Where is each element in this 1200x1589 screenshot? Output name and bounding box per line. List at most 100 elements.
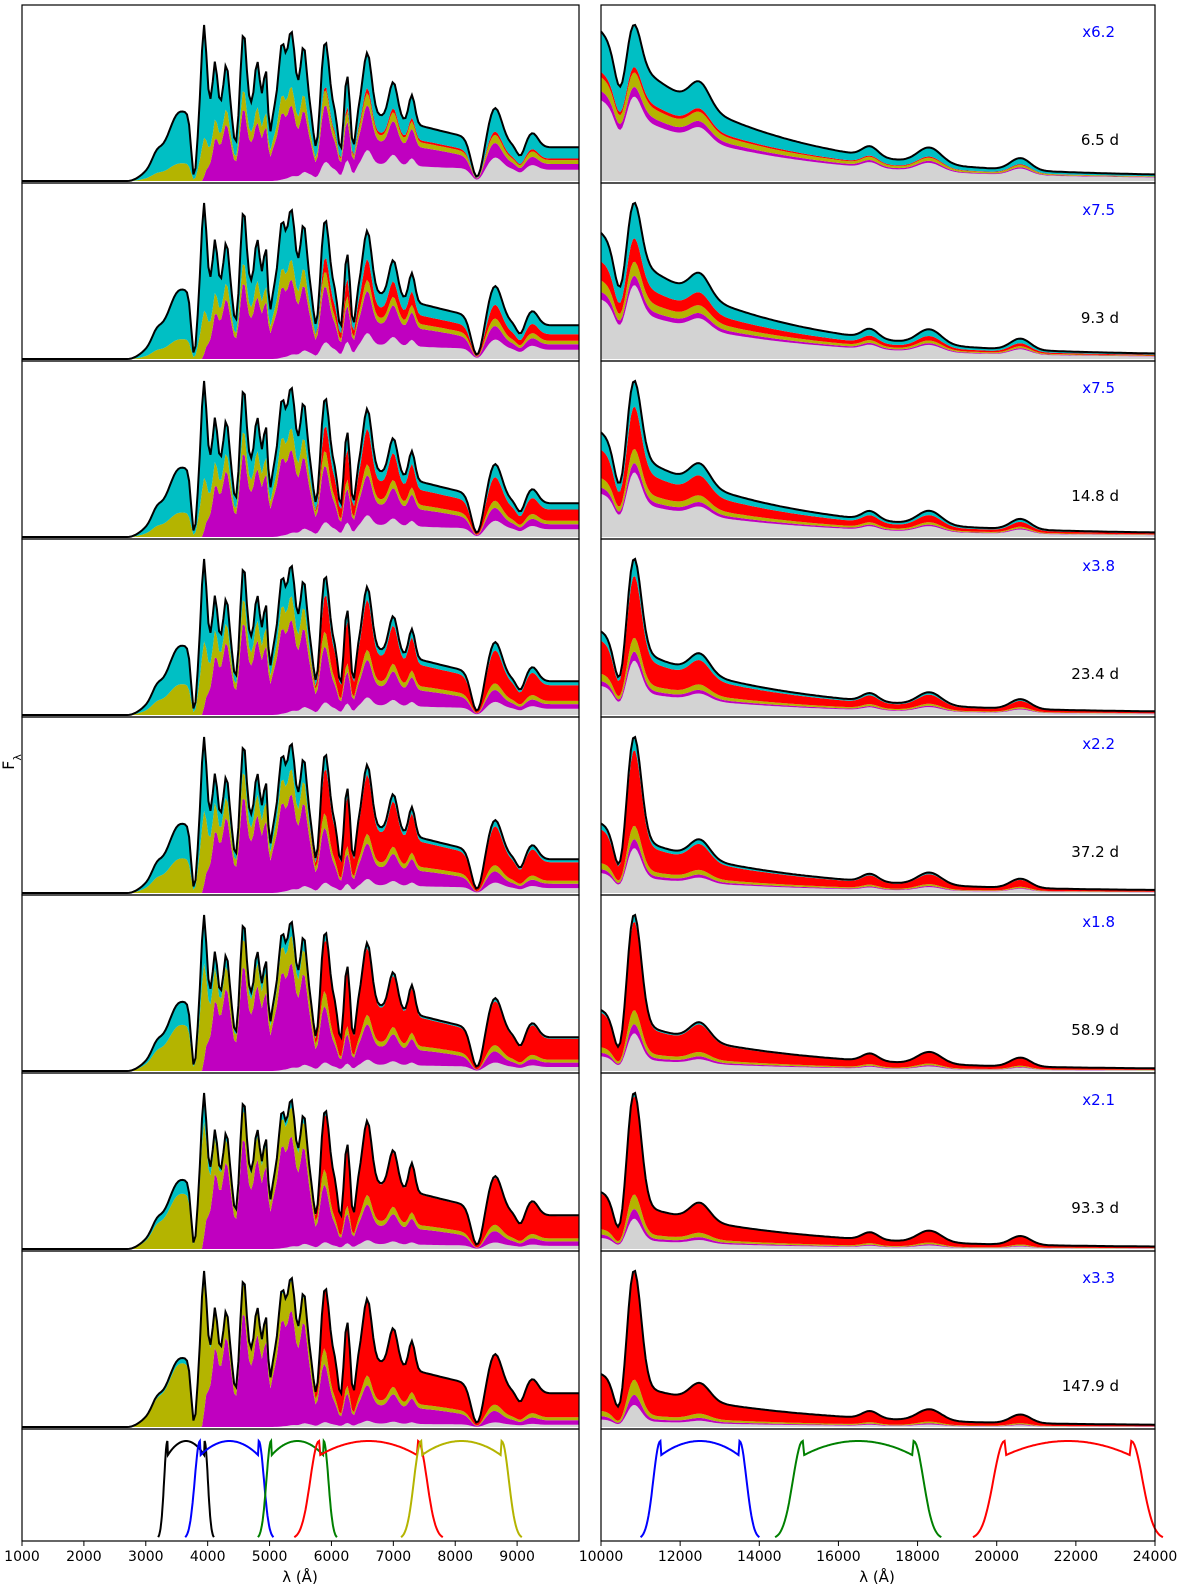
- epoch-label: 6.5 d: [1081, 131, 1119, 149]
- scale-factor-label: x6.2: [1082, 23, 1115, 41]
- spectrum-component-4: [601, 1096, 1155, 1249]
- x-tick-label: 14000: [737, 1549, 782, 1565]
- spectrum-component-1: [601, 1405, 1155, 1427]
- y-axis-label-sub: λ: [11, 754, 24, 761]
- spectrum-component-5: [601, 25, 1155, 177]
- spectrum-component-4: [22, 1280, 579, 1427]
- spectrum-component-1: [22, 150, 579, 181]
- right-panel-3: x7.5 14.8 d: [600, 360, 1156, 540]
- spectrum-component-1: [22, 1059, 579, 1071]
- spectrum-component-1: [22, 1240, 579, 1249]
- total-spectrum-line: [22, 202, 579, 360]
- total-spectrum-line: [600, 379, 1155, 534]
- x-tick-label: 6000: [314, 1549, 350, 1565]
- left-panel-3: [21, 360, 580, 540]
- total-spectrum-line: [600, 1269, 1155, 1426]
- x-axis-label-right: λ (Å): [859, 1567, 895, 1586]
- left-panel-7: [21, 1072, 580, 1252]
- x-tick-label: 8000: [437, 1549, 473, 1565]
- x-tick-label: 12000: [658, 1549, 703, 1565]
- total-spectrum-line: [22, 24, 579, 182]
- spectrum-component-5: [601, 203, 1155, 355]
- total-spectrum-line: [600, 201, 1156, 355]
- left-panel-1: [21, 4, 580, 184]
- total-spectrum-line: [22, 558, 579, 716]
- filter-curve-J: [639, 1438, 760, 1538]
- right-panel-4: x3.8 23.4 d: [600, 538, 1156, 718]
- spectrum-component-2: [22, 620, 579, 715]
- x-tick-label: 9000: [499, 1549, 535, 1565]
- left-panel-5: [21, 716, 580, 896]
- total-spectrum-line: [22, 1270, 579, 1428]
- total-spectrum-line: [22, 380, 579, 538]
- spectrum-component-2: [22, 963, 579, 1071]
- scale-factor-label: x1.8: [1082, 913, 1115, 931]
- left-panels: [21, 4, 580, 1430]
- spectrum-component-1: [601, 660, 1155, 715]
- epoch-label: 14.8 d: [1071, 487, 1119, 505]
- spectrum-component-4: [22, 595, 579, 715]
- spectrum-component-5: [22, 25, 579, 181]
- spectrum-component-1: [601, 285, 1155, 359]
- x-tick-label: 1000: [4, 1549, 40, 1565]
- filter-panel-frame: [21, 1428, 580, 1542]
- spectrum-component-1: [601, 1033, 1155, 1071]
- spectrum-component-3: [601, 261, 1155, 356]
- right-panel-5: x2.2 37.2 d: [600, 716, 1156, 896]
- scale-factor-label: x3.3: [1082, 1269, 1115, 1287]
- right-panels: x6.2 6.5 d x7.5 9.3 d x7.5 14.8 d x3.8 23.4 d x2…: [600, 4, 1156, 1430]
- x-tick-label: 2000: [66, 1549, 102, 1565]
- spectrum-component-1: [601, 472, 1155, 537]
- left-panel-2: [21, 182, 580, 362]
- spectrum-component-4: [601, 238, 1155, 356]
- x-tick-label: 24000: [1133, 1549, 1178, 1565]
- spectrum-component-2: [601, 87, 1155, 178]
- scale-factor-label: x3.8: [1082, 557, 1115, 575]
- x-tick-label: 22000: [1054, 1549, 1099, 1565]
- spectrum-component-2: [22, 1136, 579, 1249]
- spectrum-component-5: [22, 203, 579, 359]
- epoch-label: 58.9 d: [1071, 1021, 1119, 1039]
- x-tick-label: 3000: [128, 1549, 164, 1565]
- x-tick-label: 5000: [252, 1549, 288, 1565]
- filter-curve-U: [157, 1440, 215, 1538]
- left-panel-4: [21, 538, 580, 718]
- spectrum-component-1: [22, 333, 579, 359]
- y-axis-label-main: F: [0, 761, 18, 770]
- spectrum-component-3: [22, 428, 579, 537]
- right-panel-1: x6.2 6.5 d: [600, 4, 1156, 184]
- filter-curve-H: [774, 1439, 942, 1539]
- spectrum-component-3: [22, 596, 579, 715]
- total-spectrum-line: [600, 913, 1155, 1070]
- left-panel-8: [21, 1250, 580, 1430]
- epoch-label: 147.9 d: [1062, 1377, 1119, 1395]
- total-spectrum-line: [600, 1091, 1155, 1248]
- filter-curve-V: [257, 1438, 338, 1538]
- spectrum-component-1: [601, 1218, 1155, 1249]
- left-filter-panel: 1000 2000 3000 4000 5000 6000 7000 8000 9000: [4, 1428, 580, 1565]
- x-tick-label: 18000: [895, 1549, 940, 1565]
- spectrum-component-2: [22, 794, 579, 893]
- right-panel-2: x7.5 9.3 d: [600, 182, 1156, 362]
- spectrum-component-3: [601, 72, 1155, 177]
- left-panel-6: [21, 894, 580, 1074]
- scale-factor-label: x7.5: [1082, 379, 1115, 397]
- filter-curve-K: [972, 1439, 1164, 1539]
- spectrum-component-1: [22, 1420, 579, 1427]
- spectrum-component-2: [22, 105, 579, 181]
- total-spectrum-line: [600, 557, 1155, 713]
- scale-factor-label: x7.5: [1082, 201, 1115, 219]
- epoch-label: 93.3 d: [1071, 1199, 1119, 1217]
- filter-curve-B: [184, 1438, 275, 1538]
- spectrum-component-1: [22, 879, 579, 893]
- epoch-label: 37.2 d: [1071, 843, 1119, 861]
- spectrum-component-4: [22, 769, 579, 893]
- x-tick-label: 16000: [816, 1549, 861, 1565]
- spectrum-component-1: [22, 515, 579, 537]
- spectrum-component-2: [22, 1311, 579, 1427]
- spectrum-component-1: [22, 697, 579, 715]
- scale-factor-label: x2.2: [1082, 735, 1115, 753]
- filter-curve-I: [400, 1438, 523, 1538]
- spectrum-component-4: [601, 750, 1155, 892]
